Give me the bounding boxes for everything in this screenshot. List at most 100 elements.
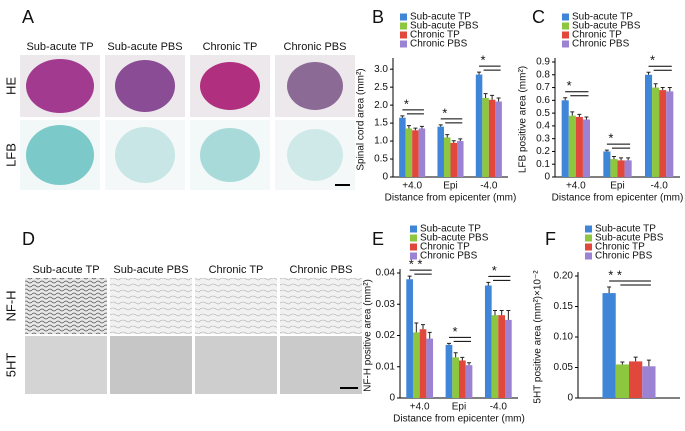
error-bar: [483, 93, 488, 98]
error-bar: [506, 310, 511, 320]
y-tick-label: 0.7: [536, 82, 550, 93]
legend-swatch: [585, 225, 592, 233]
legend-swatch: [562, 31, 569, 39]
error-bar: [413, 127, 418, 131]
x-tick-label: -4.0: [480, 181, 498, 192]
error-bar: [646, 359, 651, 367]
bar: [484, 285, 492, 398]
panel-letter: D: [22, 229, 35, 249]
error-bar: [446, 342, 451, 345]
legend-label: Sub-acute TP: [410, 12, 471, 23]
y-tick-label: 0.6: [536, 95, 550, 106]
legend-swatch: [400, 22, 407, 30]
y-tick-label: 0.03: [376, 299, 396, 310]
y-tick-label: 0.05: [554, 362, 574, 373]
bar: [568, 115, 576, 177]
legend-label: Chronic TP: [595, 242, 645, 253]
y-tick-label: 0.04: [376, 268, 396, 279]
error-bar: [400, 115, 405, 118]
error-bar: [477, 71, 482, 75]
chart: F 0 0.05 0.10 0.15 0.20 5HT positive area (mm²…: [533, 224, 680, 404]
legend-swatch: [400, 13, 407, 21]
error-bar: [611, 156, 616, 160]
significance-label: *: [492, 263, 497, 278]
bar: [602, 293, 616, 398]
y-tick-label: 0.5: [536, 108, 550, 119]
error-bar: [667, 87, 672, 92]
legend-swatch: [400, 40, 407, 48]
bar: [418, 128, 426, 177]
error-bar: [570, 111, 575, 116]
significance-label: * *: [409, 257, 423, 272]
legend-label: Chronic TP: [572, 30, 622, 41]
error-bar: [492, 310, 497, 316]
bar: [615, 364, 629, 398]
bar: [629, 361, 643, 398]
error-bar: [499, 310, 504, 316]
y-tick-label: 0.8: [536, 69, 550, 80]
legend-label: Chronic PBS: [595, 251, 653, 262]
y-tick-label: 1.0: [374, 136, 388, 147]
error-bar: [584, 116, 589, 120]
y-tick-label: 0.2: [536, 146, 550, 157]
chart: B 0 0.5 1.0 1.5 2.0 2.5 3.0 Spinal cord area (mm…: [356, 7, 517, 204]
error-bar: [458, 138, 463, 142]
significance-label: *: [452, 324, 457, 339]
error-bar: [646, 71, 651, 75]
x-tick-label: +4.0: [566, 181, 586, 192]
error-bar: [407, 275, 412, 280]
legend-label: Sub-acute PBS: [572, 21, 641, 32]
bar: [465, 365, 473, 398]
y-tick-label: 2.0: [374, 100, 388, 111]
y-tick-label: 0.10: [554, 332, 574, 343]
y-tick-label: 0.4: [536, 121, 550, 132]
panel-d-images: [25, 278, 362, 394]
column-label: Sub-acute TP: [32, 264, 99, 276]
legend-label: Chronic PBS: [410, 39, 468, 50]
column-label: Chronic PBS: [284, 41, 347, 53]
bar: [419, 329, 427, 398]
x-tick-label: -4.0: [490, 402, 508, 413]
column-label: Sub-acute TP: [26, 41, 93, 53]
legend-swatch: [400, 31, 407, 39]
error-bar: [438, 124, 443, 127]
panel-a-images: [20, 55, 355, 190]
legend-label: Chronic TP: [410, 30, 460, 41]
column-label: Sub-acute PBS: [107, 41, 182, 53]
panel-letter: F: [545, 229, 556, 249]
panel-letter: E: [372, 229, 384, 249]
significance-bracket: [565, 91, 589, 97]
x-axis-label: Distance from epicenter (mm): [385, 193, 517, 204]
significance-bracket: [648, 65, 672, 71]
y-tick-label: 0.3: [536, 133, 550, 144]
y-axis-label: LFB positive area (mm²): [518, 66, 529, 173]
legend-label: Sub-acute TP: [420, 224, 481, 235]
legend-swatch: [562, 13, 569, 21]
y-tick-label: 0.20: [554, 271, 574, 282]
bar: [617, 160, 625, 177]
legend-swatch: [585, 234, 592, 242]
bar: [659, 90, 667, 177]
error-bar: [626, 157, 631, 161]
bar: [666, 91, 674, 177]
bar: [452, 357, 459, 398]
error-bar: [653, 83, 658, 88]
error-bar: [453, 352, 458, 358]
x-tick-label: Epi: [610, 181, 624, 192]
x-axis-label: Distance from epicenter (mm): [393, 414, 525, 425]
x-tick-label: +4.0: [402, 181, 422, 192]
y-tick-label: 0: [544, 172, 550, 183]
bar: [495, 101, 502, 177]
error-bar: [607, 286, 612, 294]
y-tick-label: 3.0: [374, 64, 388, 75]
y-tick-label: 0: [382, 172, 388, 183]
legend-swatch: [585, 243, 592, 251]
error-bar: [419, 125, 424, 129]
error-bar: [619, 157, 624, 161]
bar: [498, 315, 506, 398]
significance-label: *: [404, 96, 409, 111]
error-bar: [427, 331, 432, 339]
column-label: Chronic TP: [209, 264, 264, 276]
legend-swatch: [562, 22, 569, 30]
